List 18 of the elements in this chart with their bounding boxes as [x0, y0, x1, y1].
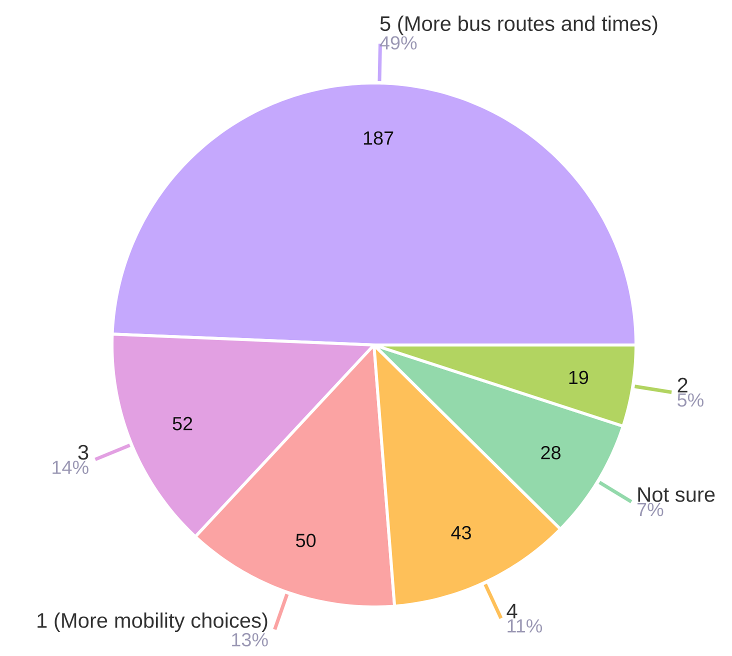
data-label: 50 [296, 534, 316, 548]
slice-label: Not sure [638, 487, 715, 502]
data-label: 28 [541, 446, 560, 460]
text: 11% [508, 619, 542, 633]
data-label: 52 [172, 416, 192, 430]
slice-label: 1 (More mobility choices) [38, 612, 268, 632]
text: 14% [52, 460, 88, 474]
slice-label: 4 [506, 604, 518, 618]
text: 49% [380, 36, 417, 50]
data-label: 19 [569, 370, 588, 384]
slice-label: 3 [78, 444, 88, 460]
slice-label: 5 (More bus routes and times) [380, 16, 658, 36]
data-label: 43 [451, 526, 471, 540]
data-label: 187 [364, 131, 394, 145]
text: 13% [232, 633, 268, 646]
slice-label: 2 [678, 378, 688, 392]
text: 5% [678, 393, 704, 407]
text: 7% [638, 502, 664, 516]
